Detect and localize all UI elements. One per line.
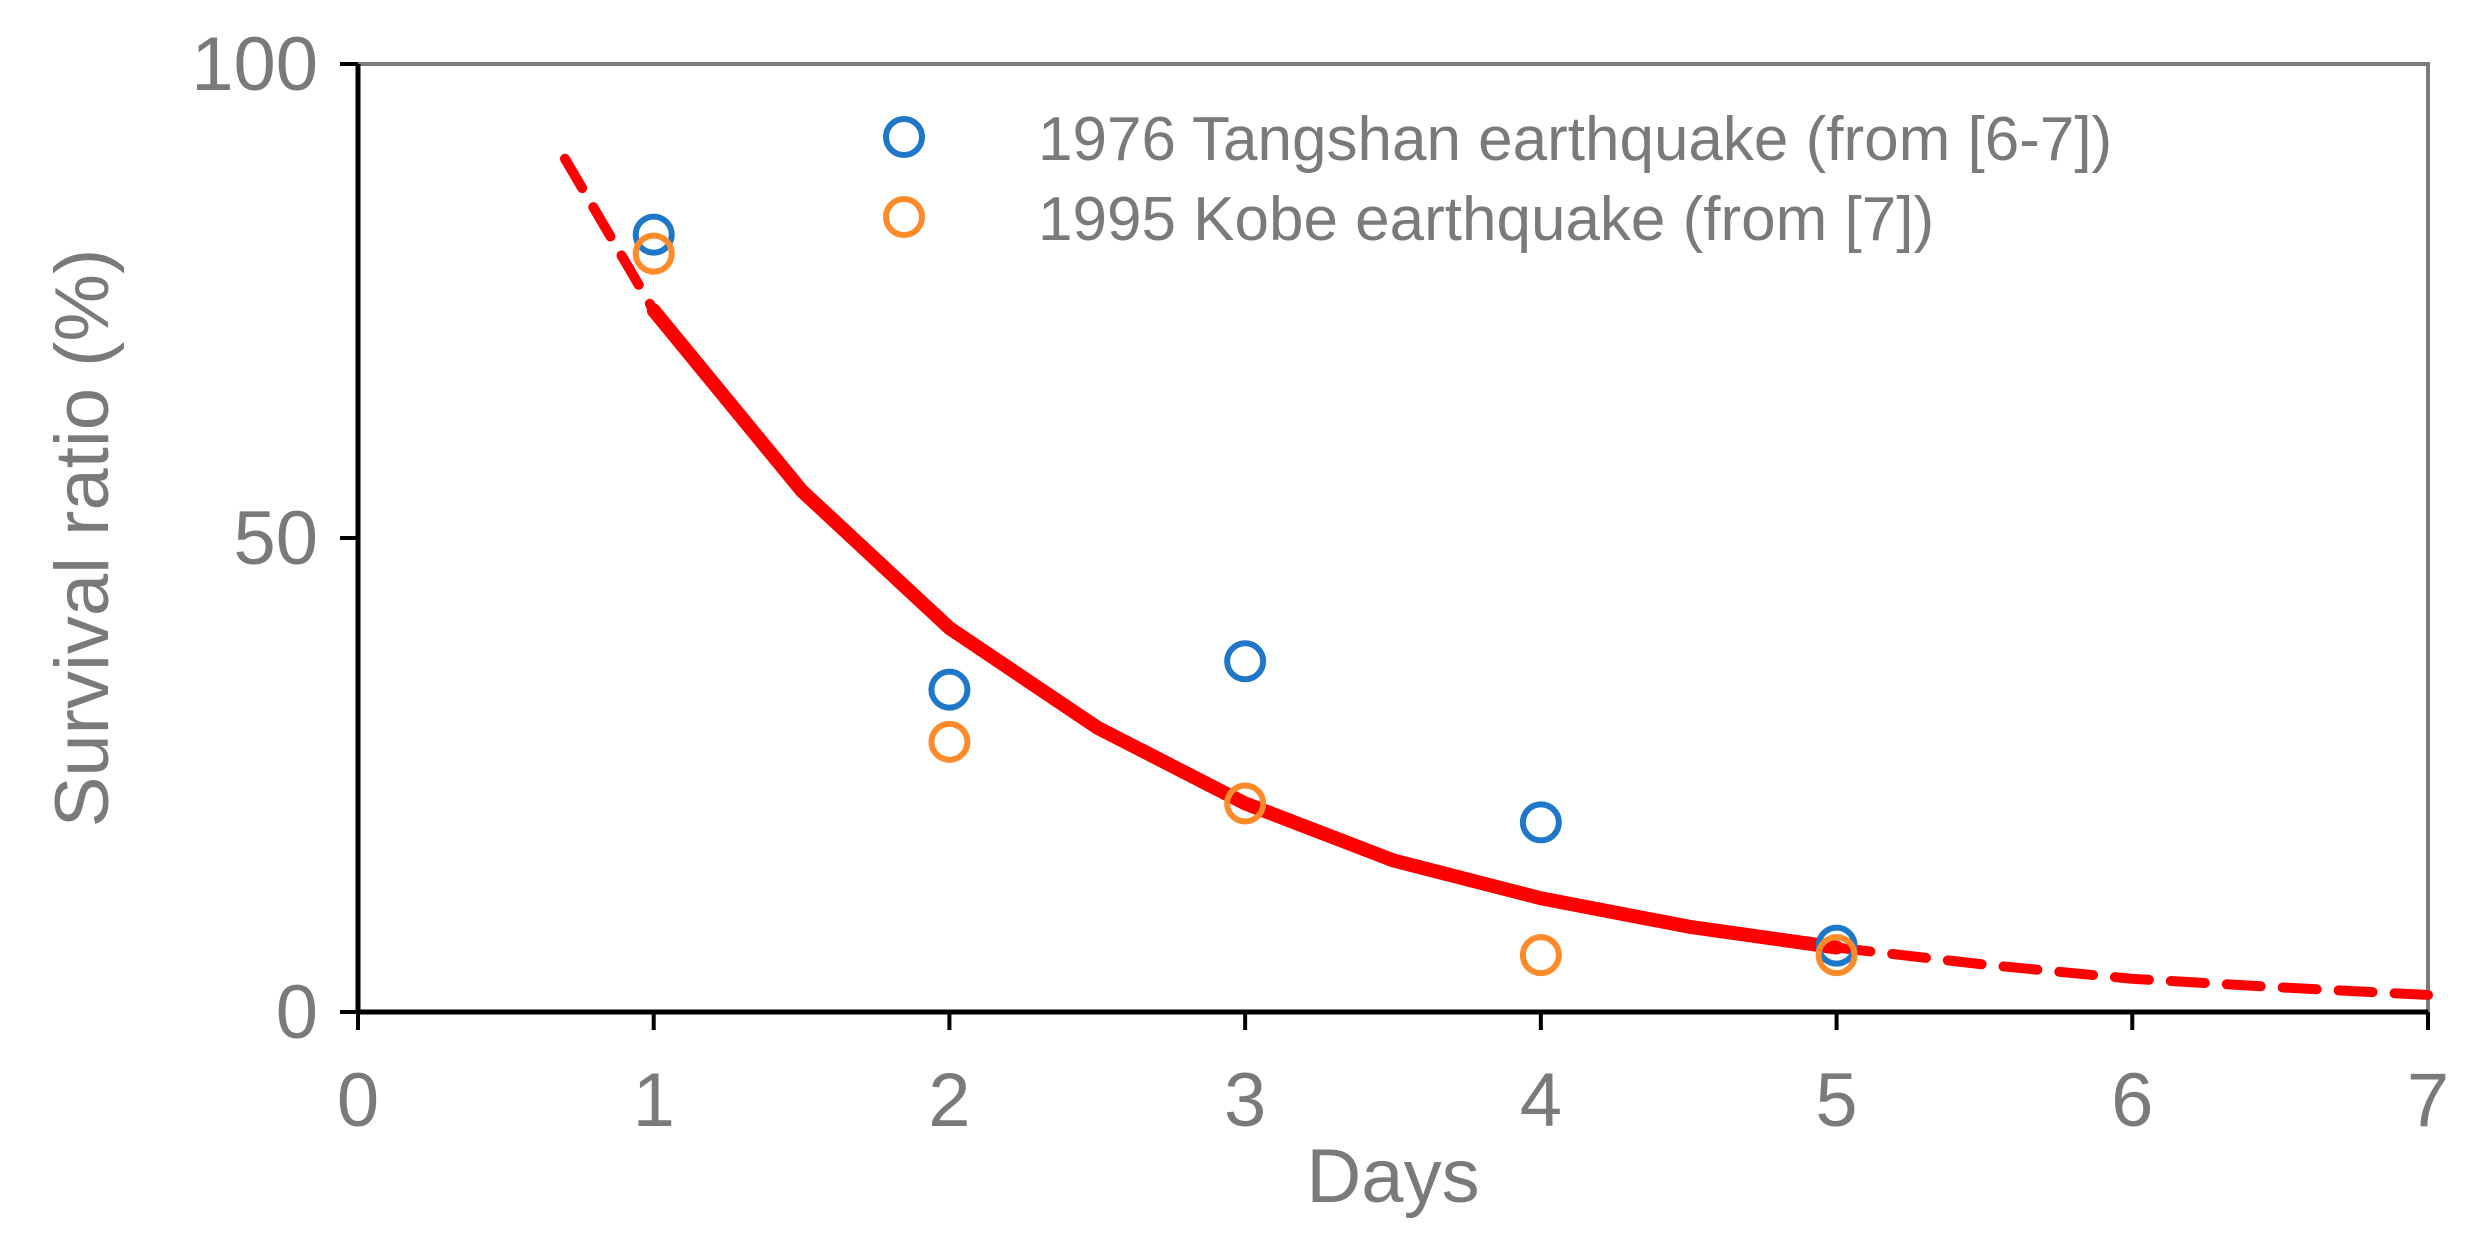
x-axis-title: Days (1306, 1134, 1479, 1219)
y-tick-label: 0 (276, 970, 318, 1055)
tangshan-point (1519, 801, 1562, 844)
x-tick-label: 7 (2407, 1058, 2449, 1143)
kobe-point (1224, 782, 1267, 825)
y-axis-ticks: 0 50 100 (191, 22, 358, 1055)
x-tick-label: 6 (2111, 1058, 2153, 1143)
y-tick-label: 50 (233, 496, 318, 581)
kobe-point (632, 232, 675, 275)
y-tick-label: 100 (191, 22, 318, 107)
legend-label: 1995 Kobe earthquake (from [7]) (1038, 185, 1934, 254)
y-axis-title: Survival ratio (%) (40, 249, 125, 828)
kobe-point (928, 720, 971, 763)
legend-item-tangshan: 1976 Tangshan earthquake (from [6-7]) (883, 105, 2112, 174)
fit-curve-dashed-left (560, 153, 659, 316)
tangshan-point (1224, 640, 1267, 683)
legend-marker (883, 196, 925, 238)
kobe-point (1519, 934, 1562, 977)
x-tick-label: 1 (633, 1058, 675, 1143)
legend-item-kobe: 1995 Kobe earthquake (from [7]) (883, 185, 1934, 254)
series-tangshan-points (632, 213, 1858, 967)
tangshan-point (632, 213, 675, 256)
legend: 1976 Tangshan earthquake (from [6-7]) 199… (883, 105, 2112, 254)
data-points-layer (632, 213, 1858, 977)
x-tick-label: 2 (928, 1058, 970, 1143)
fit-curve-solid (646, 303, 1844, 955)
kobe-point (1815, 934, 1858, 977)
x-tick-label: 3 (1224, 1058, 1266, 1143)
x-axis-ticks: 0 1 2 3 4 5 6 7 (337, 1012, 2449, 1143)
x-tick-label: 4 (1520, 1058, 1562, 1143)
series-kobe-points (632, 232, 1858, 977)
tangshan-point (928, 668, 971, 711)
x-tick-label: 5 (1815, 1058, 1857, 1143)
legend-marker (883, 116, 925, 158)
fit-curve-dashed-right (1831, 942, 2433, 1000)
fit-curve-layer (560, 153, 2433, 1000)
x-tick-label: 0 (337, 1058, 379, 1143)
legend-label: 1976 Tangshan earthquake (from [6-7]) (1038, 105, 2112, 174)
